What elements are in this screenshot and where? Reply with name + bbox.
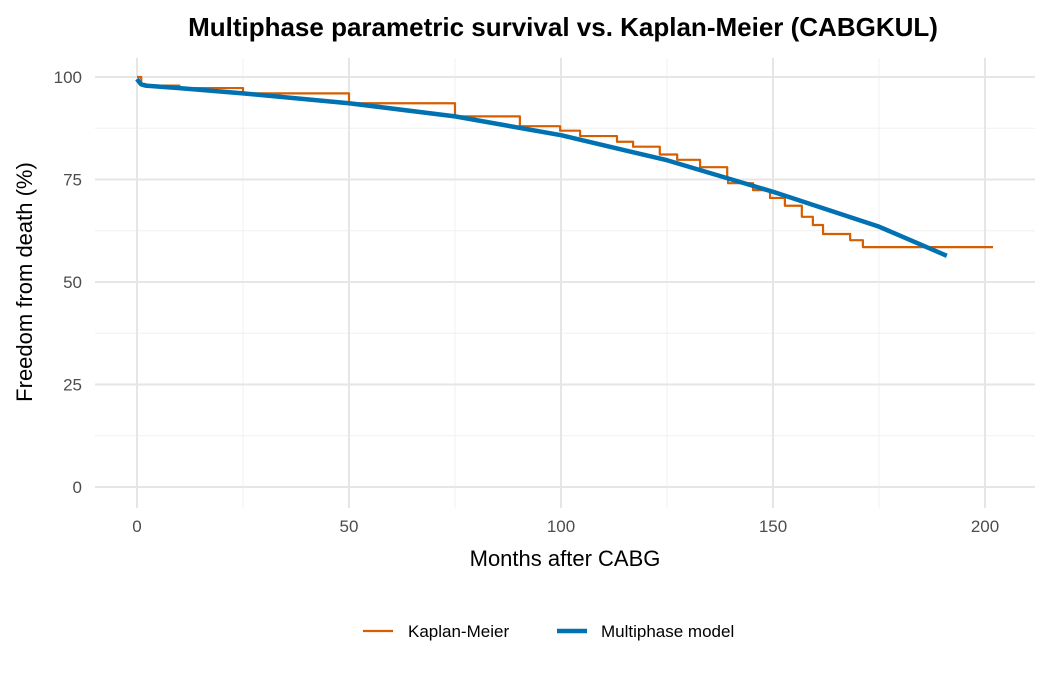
y-tick-label: 25 [63,376,82,395]
tick-labels: 0 50 100 150 200 0 25 50 75 100 [54,68,1000,536]
grid [95,58,1035,508]
y-axis-label: Freedom from death (%) [12,162,37,402]
y-tick-label: 50 [63,273,82,292]
legend-label: Kaplan-Meier [408,622,509,641]
series-layer [135,75,994,258]
y-tick-label: 0 [73,478,82,497]
x-tick-label: 100 [547,517,575,536]
x-tick-label: 200 [971,517,999,536]
chart-title: Multiphase parametric survival vs. Kapla… [188,12,938,42]
y-tick-label: 75 [63,171,82,190]
legend-label: Multiphase model [601,622,734,641]
x-tick-label: 150 [759,517,787,536]
y-tick-label: 100 [54,68,82,87]
x-tick-label: 0 [132,517,141,536]
x-axis-label: Months after CABG [470,546,661,571]
x-tick-label: 50 [340,517,359,536]
legend: Kaplan-Meier Multiphase model [363,622,734,641]
multiphase-model-line [135,77,948,258]
